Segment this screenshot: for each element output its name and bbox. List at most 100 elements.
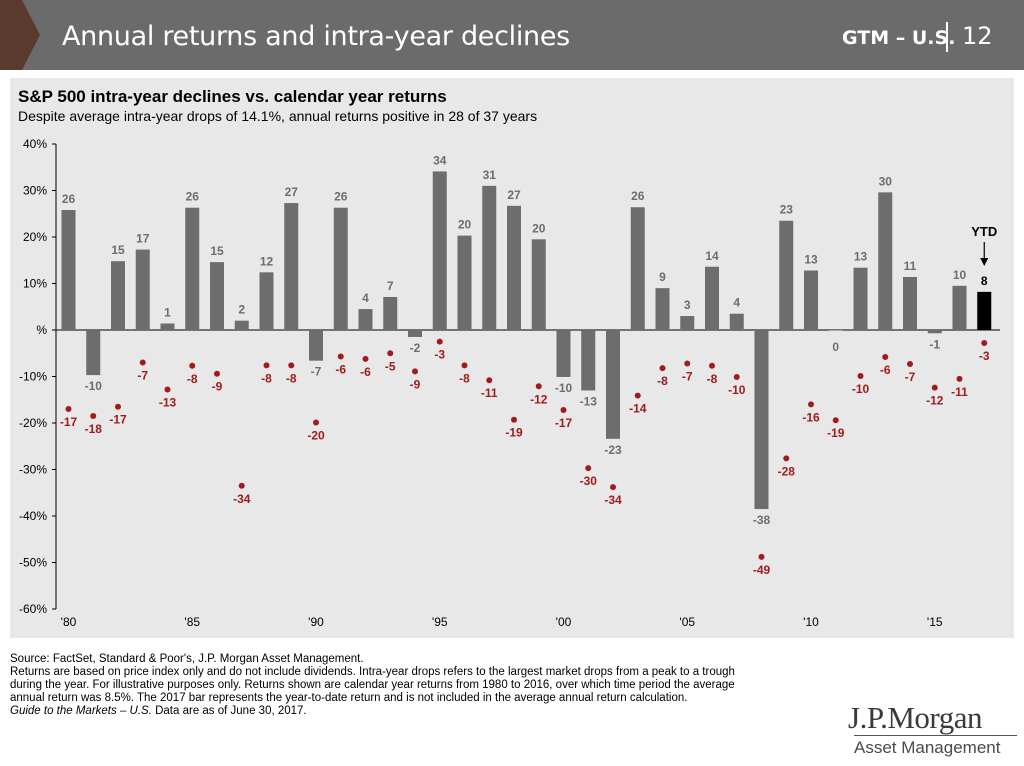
decline-dot [610,484,616,491]
decline-dot [238,482,245,489]
decline-label: -17 [555,416,573,430]
y-tick-label: -40% [19,509,47,523]
decline-dot [585,465,592,472]
return-label: 4 [362,291,369,305]
y-tick-label: 40% [23,137,47,151]
decline-dot [511,416,517,423]
x-tick-label: '15 [927,615,943,629]
decline-label: -8 [459,371,470,385]
return-label: 27 [507,188,521,202]
decline-label: -11 [481,386,498,400]
ytd-label: YTD [971,224,997,239]
chart-subtitle: Despite average intra-year drops of 14.1… [18,108,538,124]
return-bar [705,266,719,330]
decline-dot [263,362,270,369]
return-label: 31 [483,168,497,182]
decline-dot [684,360,691,367]
y-tick-label: 30% [23,184,47,198]
decline-dot [758,553,765,560]
y-tick-label: -60% [19,602,47,616]
decline-label: -6 [880,363,891,377]
return-bar [432,171,447,330]
decline-dot [634,392,641,399]
return-label: -10 [555,381,573,395]
header-divider [946,22,948,52]
footnote-line: Returns are based on price index only an… [10,666,735,678]
return-label: -13 [580,394,598,408]
return-bar [952,285,967,330]
return-bar [927,330,942,334]
return-label: 11 [904,259,917,273]
decline-dot [907,360,913,367]
y-tick-label: % [36,323,47,337]
y-tick-label: 20% [23,230,47,244]
footnote-source: Source: FactSet, Standard & Poor's, J.P.… [10,653,364,665]
decline-label: -7 [137,369,148,383]
footnote: Source: FactSet, Standard & Poor's, J.P.… [10,653,810,718]
return-bar [754,330,769,510]
return-label: 20 [532,221,546,235]
return-bar [259,272,274,330]
logo-wordmark: J.P.Morgan [848,700,982,735]
return-label: -2 [410,341,421,355]
jpmorgan-logo: J.P.Morgan Asset Management [848,702,1018,758]
decline-label: -34 [233,492,251,506]
return-bar [630,207,645,330]
decline-dot [164,386,171,393]
decline-dot [783,455,790,462]
decline-dot [189,362,196,369]
return-bar [779,220,794,330]
return-bar [284,203,299,330]
return-label: 4 [733,296,740,310]
decline-label: -7 [905,370,916,384]
return-bar [160,323,175,330]
x-tick-label: '05 [679,615,695,629]
return-bar [61,210,76,330]
return-bar [804,270,818,330]
page-number: 12 [962,22,993,50]
return-label: 14 [705,249,719,263]
return-label: 13 [804,252,818,266]
return-label: 8 [981,274,988,288]
decline-dot [486,377,493,384]
logo-divider [854,735,1017,736]
return-label: 13 [854,250,868,264]
decline-label: -5 [385,359,396,373]
chart-title: S&P 500 intra-year declines vs. calendar… [18,87,447,106]
x-tick-label: '10 [803,615,819,629]
return-bar [581,330,596,391]
decline-dot [931,384,938,391]
page-title: Annual returns and intra-year declines [62,21,570,52]
decline-dot [313,419,319,426]
decline-dot [288,362,295,369]
return-bar [383,296,398,330]
return-label: -10 [85,379,103,393]
decline-label: -19 [505,426,523,440]
decline-label: -20 [307,429,325,443]
decline-dot [362,355,369,362]
return-label: -23 [604,443,622,457]
return-bar [86,330,101,376]
return-label: 34 [433,153,447,167]
section-code: GTM – U.S. [842,27,956,49]
header-bar: Annual returns and intra-year declines G… [0,0,1024,70]
return-bar [655,288,670,330]
return-label: 17 [136,232,150,246]
decline-label: -18 [85,422,103,436]
decline-label: -9 [212,380,223,394]
chevron-icon [0,0,40,70]
decline-dot [857,373,864,380]
decline-label: -6 [360,365,371,379]
decline-label: -9 [410,377,421,391]
decline-label: -10 [728,383,746,397]
return-label: 9 [659,270,666,284]
decline-dot [65,406,72,413]
return-label: 15 [210,244,224,258]
return-label: 23 [780,203,794,217]
decline-label: -11 [951,385,968,399]
return-label: -38 [753,513,771,527]
footnote-guide: Guide to the Markets – U.S. [10,705,152,717]
return-bar [309,330,323,361]
return-bar [853,267,868,330]
